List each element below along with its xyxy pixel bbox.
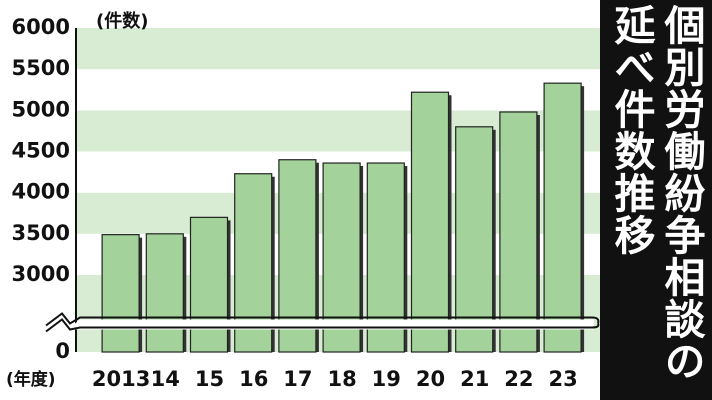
x-tick-label: 15	[195, 367, 224, 391]
x-tick-label: 14	[151, 367, 180, 391]
y-unit-label: (件数)	[96, 10, 148, 32]
y-tick-label: 3000	[12, 262, 70, 286]
bar	[543, 82, 582, 353]
y-tick-label: 4000	[12, 180, 70, 204]
bar	[499, 111, 538, 353]
x-tick-label: 19	[372, 367, 401, 391]
stripe	[76, 69, 600, 111]
bar	[101, 234, 140, 353]
x-tick-label: 2013	[92, 367, 150, 391]
x-tick-label: 21	[460, 367, 489, 391]
y-tick-label: 5500	[12, 56, 70, 80]
plot: 0 3000 3500 4000 4500 5000 5500 6000 (件数) 2013 14 1…	[6, 10, 600, 391]
axis-break	[46, 315, 594, 330]
bar	[189, 216, 229, 353]
x-tick-label: 23	[548, 367, 577, 391]
bar	[145, 233, 184, 353]
x-tick-label: 16	[239, 367, 268, 391]
y-tick-label: 5000	[12, 97, 70, 121]
bar	[455, 126, 494, 353]
bar	[410, 91, 450, 353]
x-tick-label: 18	[327, 367, 356, 391]
y-tick-label: 0	[55, 339, 70, 363]
x-tick-label: 20	[416, 367, 445, 391]
y-tick-label: 3500	[12, 221, 70, 245]
axis-break-line	[45, 318, 600, 333]
y-tick-label: 6000	[12, 15, 70, 39]
chart-title: 個別労働紛争相談の延べ件数推移	[600, 0, 712, 400]
y-tick-label: 4500	[12, 139, 70, 163]
x-tick-label: 22	[504, 367, 533, 391]
stripe	[76, 28, 600, 70]
axis-break-line	[45, 312, 600, 327]
x-unit-label: (年度)	[6, 369, 56, 390]
x-tick-label: 17	[283, 367, 312, 391]
